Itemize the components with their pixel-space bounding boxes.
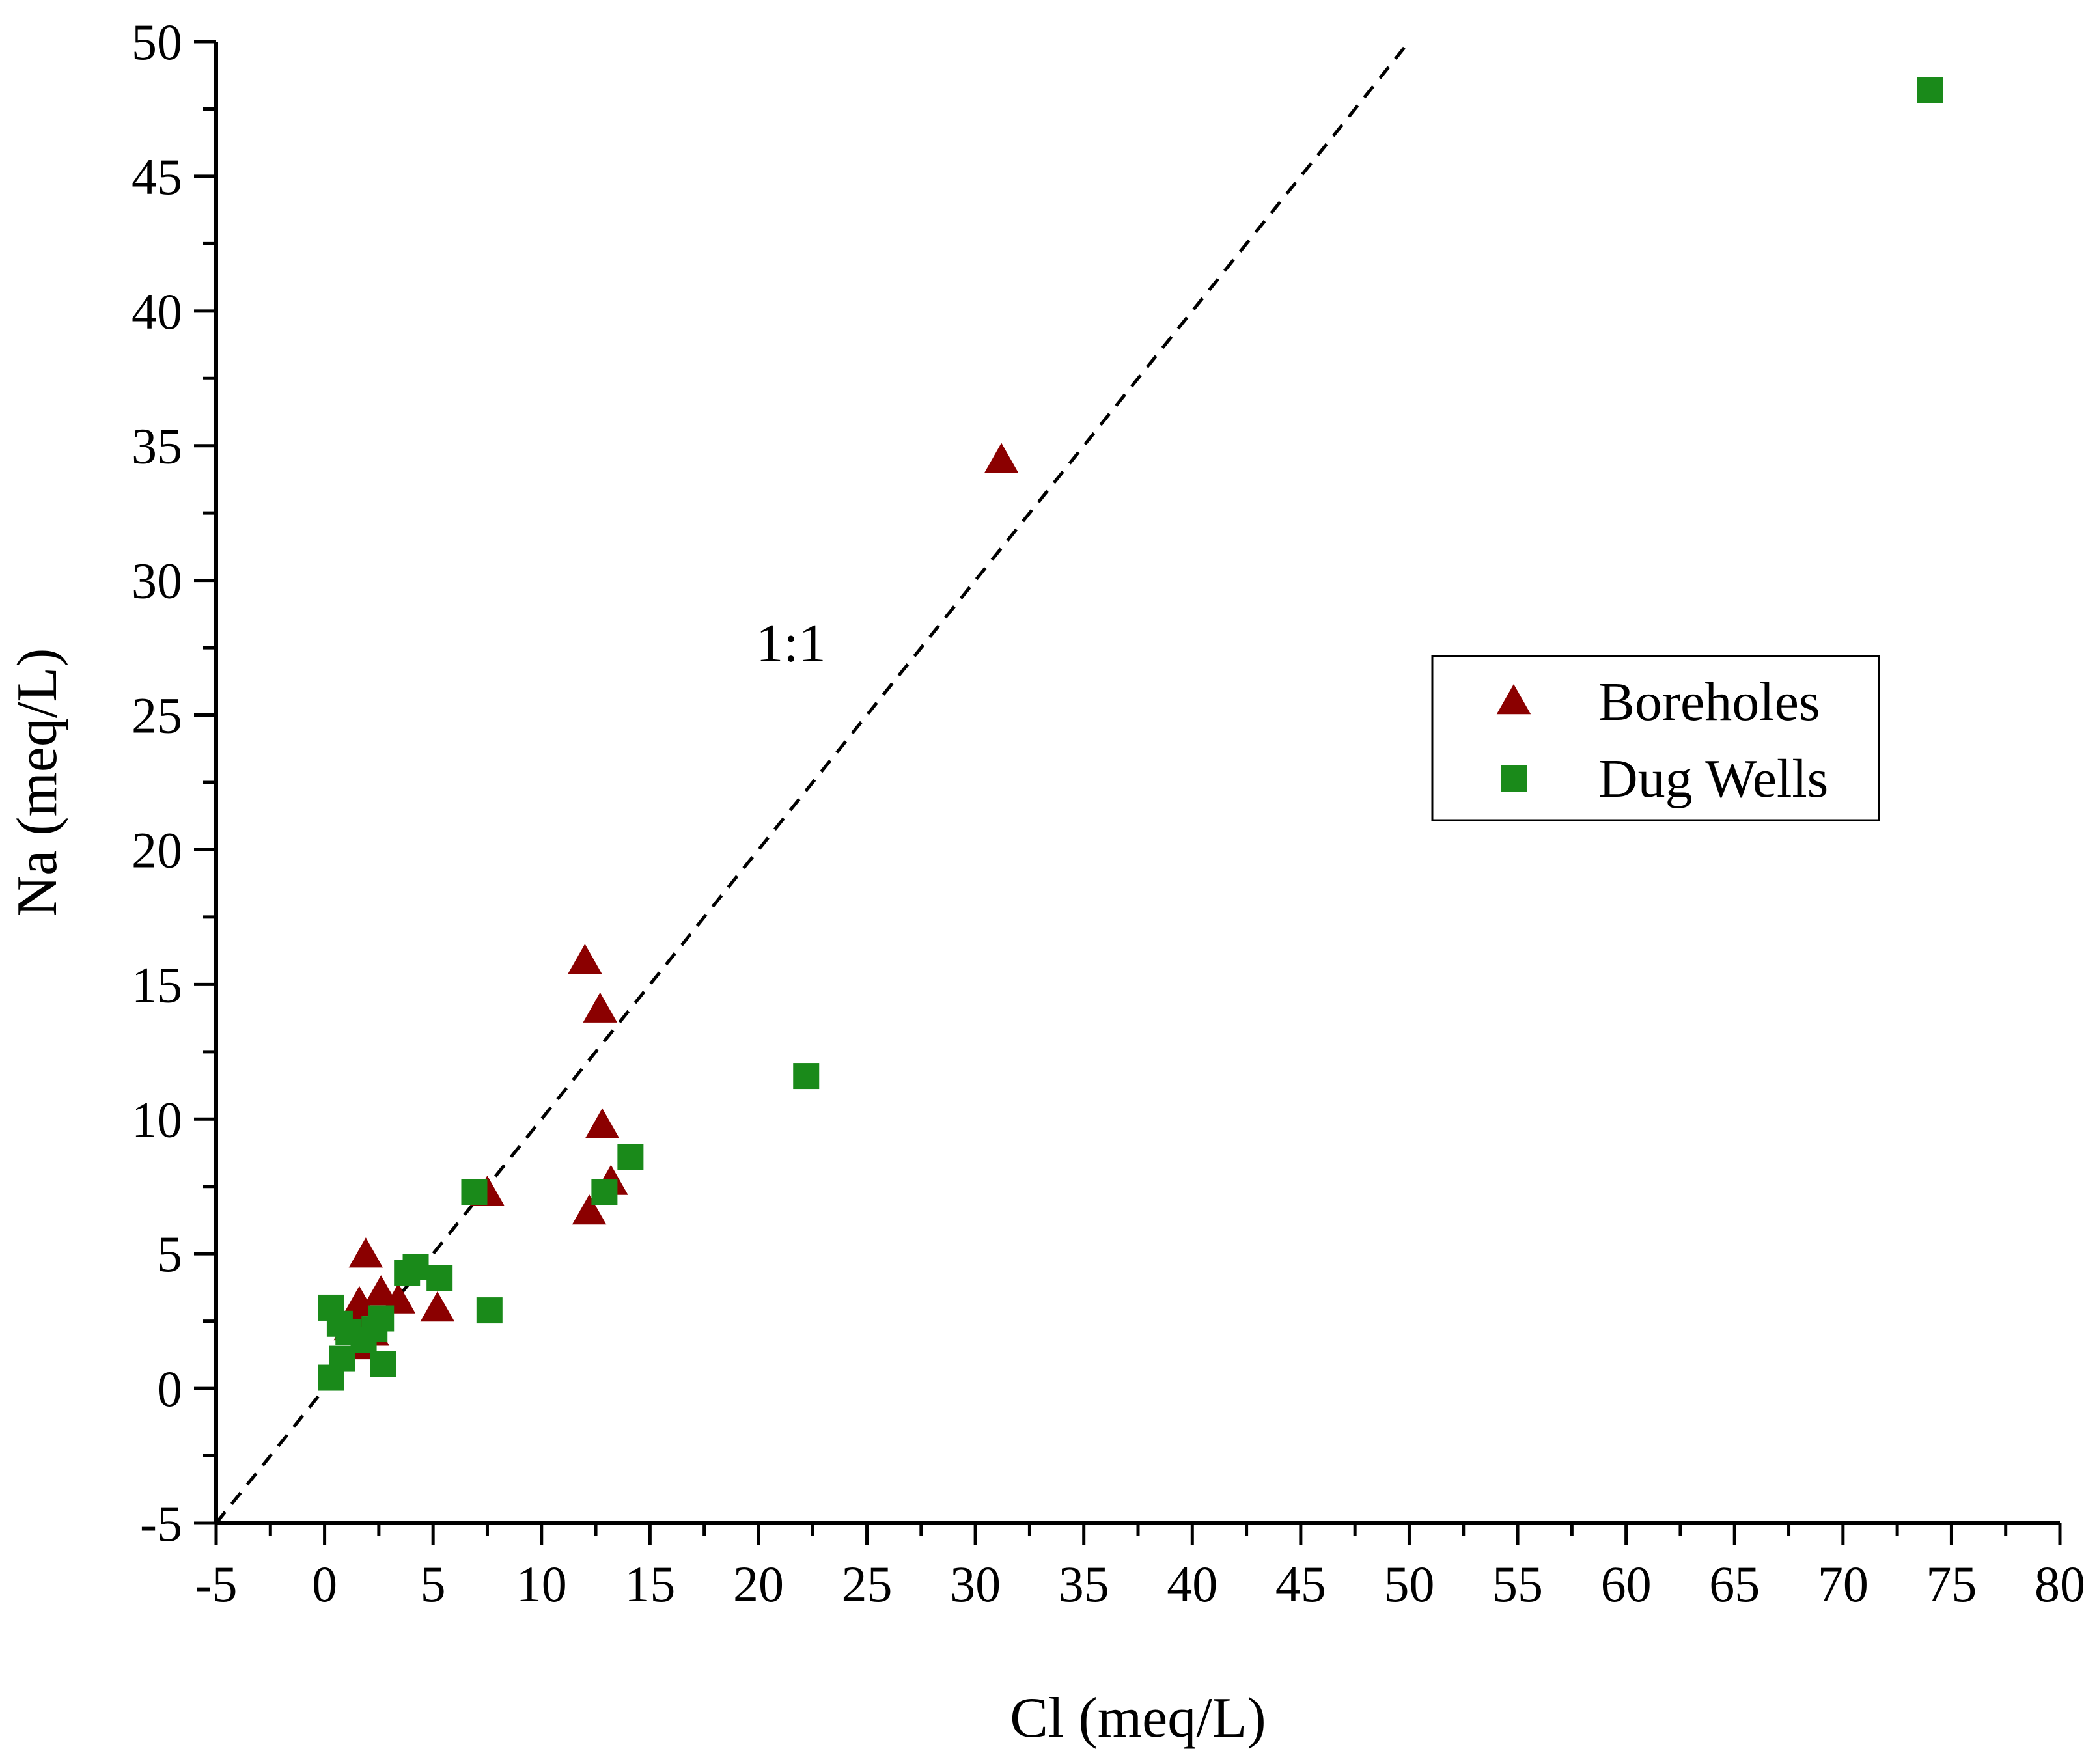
borehole-point bbox=[363, 1275, 398, 1306]
dug-well-point bbox=[394, 1260, 421, 1286]
dug-well-point bbox=[370, 1351, 396, 1377]
dug-well-point bbox=[617, 1144, 644, 1170]
y-axis-title: Na (meq/L) bbox=[6, 648, 69, 917]
dug-well-point bbox=[591, 1179, 618, 1206]
y-tick-label: 15 bbox=[132, 956, 182, 1013]
y-tick-label: 35 bbox=[132, 418, 182, 475]
dug-well-point bbox=[318, 1364, 344, 1391]
legend-label-dug-wells: Dug Wells bbox=[1598, 749, 1828, 809]
x-tick-label: 60 bbox=[1601, 1556, 1652, 1612]
y-tick-label: 45 bbox=[132, 148, 182, 205]
dug-well-point bbox=[476, 1297, 503, 1324]
dug-well-point bbox=[1917, 77, 1943, 103]
borehole-point bbox=[348, 1237, 383, 1268]
legend-box bbox=[1431, 655, 1880, 821]
x-tick-label: 10 bbox=[516, 1556, 567, 1612]
y-tick-label: 10 bbox=[132, 1091, 182, 1148]
y-tick-label: -5 bbox=[140, 1495, 182, 1552]
data-marks bbox=[318, 77, 1943, 1391]
tick-marks bbox=[194, 40, 2062, 1545]
x-tick-label: 45 bbox=[1275, 1556, 1326, 1612]
borehole-point bbox=[984, 443, 1019, 473]
x-tick-label: 75 bbox=[1926, 1556, 1977, 1612]
borehole-point bbox=[420, 1291, 455, 1322]
legend: Boreholes Dug Wells bbox=[1431, 655, 1880, 821]
x-tick-label: 40 bbox=[1167, 1556, 1217, 1612]
x-tick-label: 15 bbox=[624, 1556, 675, 1612]
x-tick-label: 55 bbox=[1492, 1556, 1543, 1612]
y-tick-label: 40 bbox=[132, 283, 182, 340]
x-tick-label: 5 bbox=[421, 1556, 446, 1612]
reference-line-label: 1:1 bbox=[756, 613, 826, 674]
legend-label-boreholes: Boreholes bbox=[1598, 672, 1820, 732]
x-tick-label: 35 bbox=[1059, 1556, 1109, 1612]
y-tick-label: 5 bbox=[157, 1226, 182, 1282]
y-tick-label: 25 bbox=[132, 687, 182, 744]
x-tick-label: 65 bbox=[1709, 1556, 1760, 1612]
borehole-point bbox=[572, 1194, 607, 1225]
dug-well-point bbox=[793, 1063, 820, 1090]
x-tick-label: 25 bbox=[842, 1556, 893, 1612]
legend-triangle-marker bbox=[1496, 684, 1531, 715]
borehole-point bbox=[342, 1286, 377, 1316]
x-tick-label: 50 bbox=[1383, 1556, 1434, 1612]
x-tick-label: 20 bbox=[733, 1556, 784, 1612]
reference-line-1-1 bbox=[215, 40, 1411, 1524]
x-tick-label: 30 bbox=[950, 1556, 1001, 1612]
borehole-point bbox=[568, 944, 602, 974]
y-tick-label: 50 bbox=[132, 14, 182, 70]
y-tick-label: 0 bbox=[157, 1360, 182, 1417]
x-tick-label: 70 bbox=[1818, 1556, 1869, 1612]
legend-square-marker bbox=[1501, 765, 1527, 792]
x-tick-label: -5 bbox=[195, 1556, 238, 1612]
reference-line-group: 1:1 bbox=[215, 40, 1411, 1524]
x-tick-label: 0 bbox=[312, 1556, 337, 1612]
x-axis-title: Cl (meq/L) bbox=[1010, 1687, 1266, 1750]
y-tick-label: 30 bbox=[132, 553, 182, 609]
borehole-point bbox=[585, 1108, 620, 1138]
dug-well-point bbox=[461, 1179, 488, 1206]
borehole-point bbox=[583, 992, 617, 1023]
x-tick-label: 80 bbox=[2035, 1556, 2085, 1612]
tick-labels: -5 0 5 10 15 20 25 30 35 40 45 50 55 60 65 70 75 80 -5 0 5 10… bbox=[132, 14, 2085, 1612]
y-tick-label: 20 bbox=[132, 821, 182, 878]
dug-well-point bbox=[426, 1265, 453, 1291]
